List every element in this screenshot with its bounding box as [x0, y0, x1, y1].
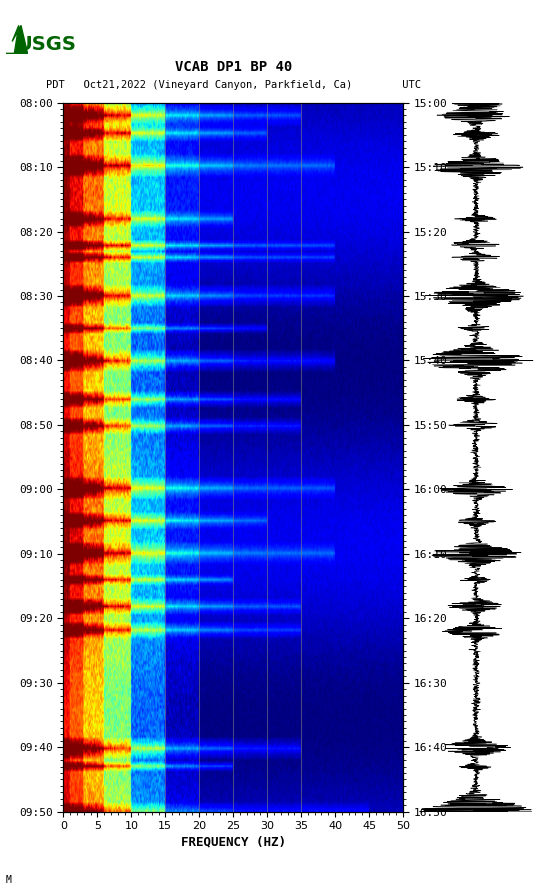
- Text: PDT   Oct21,2022 (Vineyard Canyon, Parkfield, Ca)        UTC: PDT Oct21,2022 (Vineyard Canyon, Parkfie…: [46, 79, 421, 90]
- Text: VCAB DP1 BP 40: VCAB DP1 BP 40: [174, 60, 292, 74]
- X-axis label: FREQUENCY (HZ): FREQUENCY (HZ): [181, 836, 286, 848]
- Text: M: M: [6, 875, 12, 885]
- Text: USGS: USGS: [17, 35, 76, 54]
- Polygon shape: [6, 26, 28, 54]
